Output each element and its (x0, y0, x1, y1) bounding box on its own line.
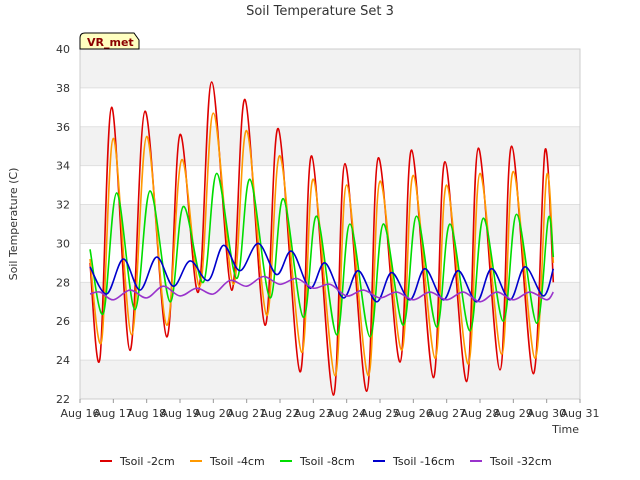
x-tick-label: Aug 16 (61, 407, 100, 420)
badge-shape (79, 32, 140, 50)
x-tick-label: Aug 17 (94, 407, 133, 420)
y-tick-label: 22 (56, 393, 70, 406)
x-tick-label: Aug 29 (494, 407, 533, 420)
x-tick-label: Aug 28 (461, 407, 500, 420)
y-tick-label: 26 (56, 315, 70, 328)
legend-label-tsoil-16cm: Tsoil -16cm (392, 455, 455, 468)
x-tick-label: Aug 23 (294, 407, 333, 420)
y-tick-label: 34 (56, 160, 70, 173)
series-line-tsoil-4cm (89, 112, 555, 377)
y-tick-label: 40 (56, 43, 70, 56)
y-tick-label: 38 (56, 82, 70, 95)
grid-band (80, 126, 580, 166)
y-tick-label: 28 (56, 276, 70, 289)
station-badge: VR_met (79, 32, 140, 50)
x-tick-label: Aug 25 (361, 407, 400, 420)
y-tick-label: 30 (56, 237, 70, 250)
y-axis-label: Soil Temperature (C) (7, 168, 20, 281)
x-axis-label: Time (551, 423, 579, 436)
x-tick-label: Aug 31 (561, 407, 600, 420)
legend-label-tsoil-32cm: Tsoil -32cm (489, 455, 552, 468)
x-tick-label: Aug 26 (394, 407, 433, 420)
legend: Tsoil -2cm Tsoil -4cm Tsoil -8cm Tsoil -16c… (100, 455, 552, 468)
x-tick-label: Aug 22 (261, 407, 300, 420)
series-line-tsoil-32cm (89, 275, 555, 303)
x-tick-label: Aug 19 (161, 407, 200, 420)
series-line-tsoil-16cm (89, 242, 555, 303)
series-line-tsoil-8cm (89, 172, 555, 338)
y-tick-label: 36 (56, 121, 70, 134)
x-tick-label: Aug 20 (194, 407, 233, 420)
y-tick-labels: 22 24 26 28 30 32 34 36 38 40 (56, 43, 70, 406)
chart-title: Soil Temperature Set 3 (246, 4, 394, 19)
legend-label-tsoil-4cm: Tsoil -4cm (209, 455, 265, 468)
x-tick-label: Aug 21 (227, 407, 266, 420)
y-tick-label: 24 (56, 354, 70, 367)
y-tick-label: 32 (56, 199, 70, 212)
series-line-tsoil-2cm (89, 81, 555, 396)
badge-label: VR_met (87, 36, 134, 49)
x-tick-label: Aug 27 (427, 407, 466, 420)
series-lines (89, 81, 555, 396)
legend-label-tsoil-8cm: Tsoil -8cm (299, 455, 355, 468)
legend-label-tsoil-2cm: Tsoil -2cm (119, 455, 175, 468)
plot-frame (79, 48, 581, 400)
grid-band (80, 204, 580, 244)
x-tick-label: Aug 18 (127, 407, 166, 420)
x-tick-label: Aug 30 (527, 407, 566, 420)
grid-band (80, 49, 580, 88)
x-tick-label: Aug 24 (327, 407, 366, 420)
